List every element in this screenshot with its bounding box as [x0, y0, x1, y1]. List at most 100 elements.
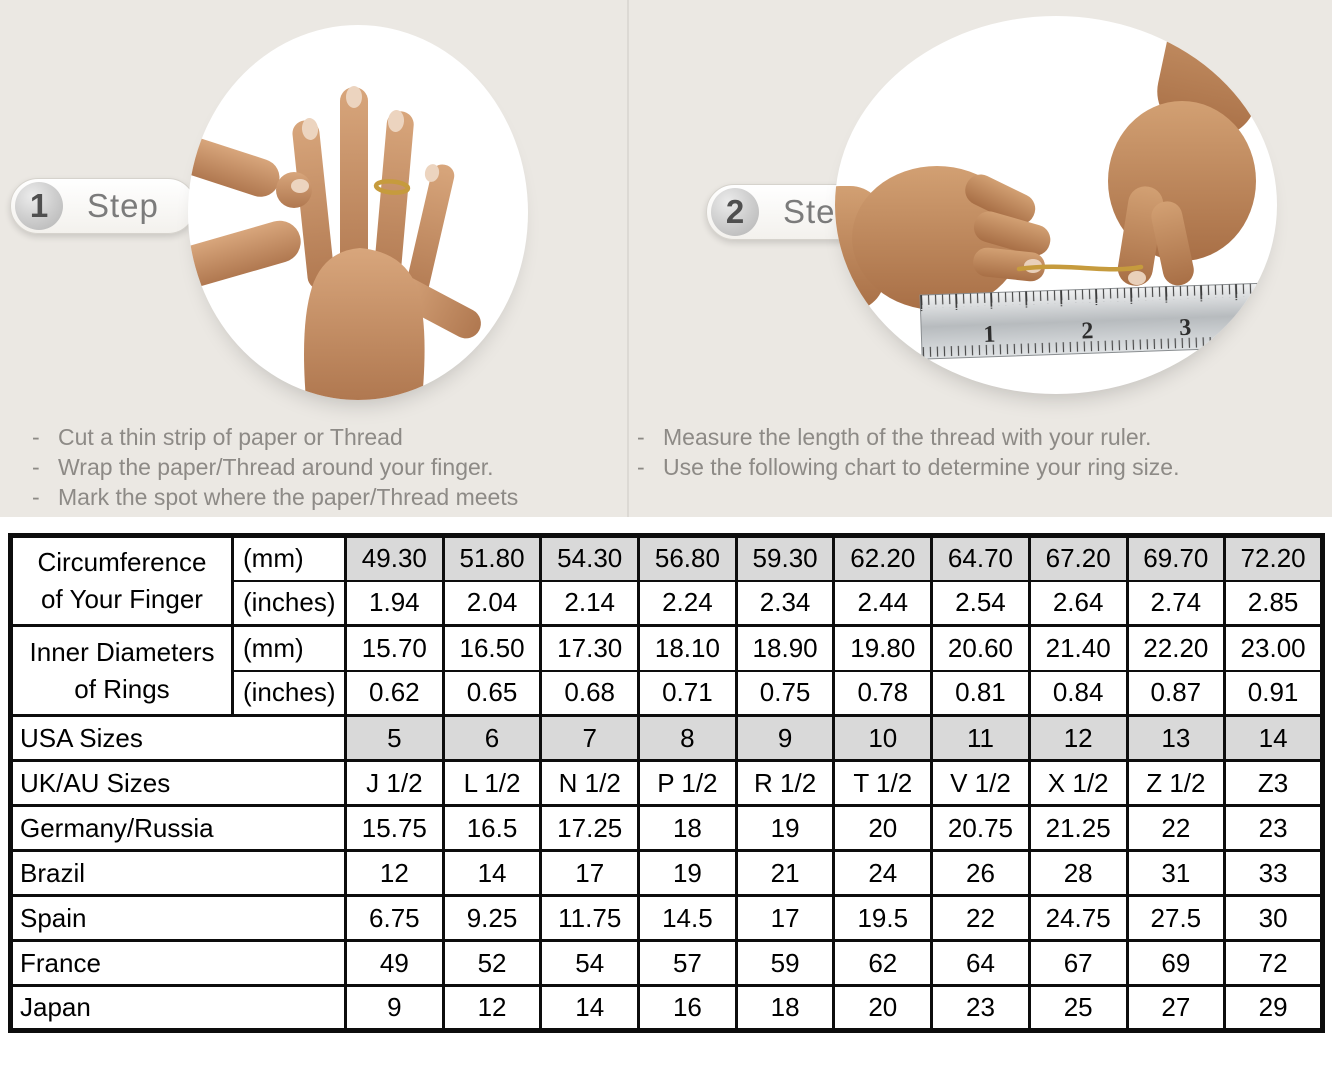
table-cell: 24	[832, 849, 934, 897]
row-group-label: Circumference of Your Finger	[9, 534, 234, 627]
table-cell: 22	[1125, 804, 1227, 852]
table-cell: 12	[344, 849, 445, 897]
table-cell: 20	[832, 984, 934, 1032]
table-row: Japan 9 12 14 16 18 20 23 25 27 29	[9, 984, 1324, 1032]
table-cell: 54.30	[539, 534, 641, 582]
instruction-text: Measure the length of the thread with yo…	[663, 424, 1152, 450]
table-cell: 16.50	[441, 624, 543, 672]
table-cell: 14	[539, 984, 641, 1032]
table-cell: 6	[441, 714, 543, 762]
ruler-number: 3	[1179, 315, 1192, 341]
bullet-dash: -	[637, 454, 645, 480]
instruction-item: - Cut a thin strip of paper or Thread	[32, 422, 518, 452]
instruction-item: - Wrap the paper/Thread around your finge…	[32, 452, 518, 482]
table-cell: 31	[1125, 849, 1227, 897]
table-cell: 2.04	[441, 579, 543, 627]
left-hand	[835, 166, 1051, 311]
table-cell: 21.25	[1027, 804, 1129, 852]
table-cell: 0.71	[637, 669, 738, 717]
row-label: Japan	[9, 984, 347, 1032]
table-cell: 18	[734, 984, 836, 1032]
ring-icon	[373, 179, 411, 195]
instruction-text: Wrap the paper/Thread around your finger…	[58, 454, 494, 480]
table-cell: 49	[344, 939, 445, 987]
table-cell: 72	[1223, 939, 1324, 987]
table-cell: 69	[1125, 939, 1227, 987]
right-hand	[1108, 16, 1273, 286]
table-cell: 15.75	[344, 804, 445, 852]
unit-label: (inches)	[231, 669, 347, 717]
table-cell: 17.30	[539, 624, 641, 672]
ring-size-table-body: Circumference of Your Finger (mm) 49.30 51.8…	[9, 534, 1324, 1032]
table-cell: 20	[832, 804, 934, 852]
table-cell: 24.75	[1027, 894, 1129, 942]
table-row: Brazil 12 14 17 19 21 24 26 28 31 33	[9, 849, 1324, 897]
table-row: Inner Diameters of Rings (mm) 15.70 16.50 17.…	[9, 624, 1324, 717]
table-cell: 0.75	[734, 669, 836, 717]
table-cell: 64	[930, 939, 1031, 987]
table-cell: 17	[539, 849, 641, 897]
ring-size-table: Circumference of Your Finger (mm) 49.30 51.8…	[8, 533, 1325, 1033]
table-cell: 56.80	[637, 534, 738, 582]
table-cell: 9.25	[441, 894, 543, 942]
table-cell: 19.5	[832, 894, 934, 942]
step-2-panel: 1 2 3 2 Step - Measure the length of the …	[629, 0, 1330, 517]
pointing-hand	[188, 127, 312, 294]
row-label: Spain	[9, 894, 347, 942]
bullet-dash: -	[637, 424, 645, 450]
table-cell: Z 1/2	[1125, 759, 1227, 807]
table-cell: 21	[734, 849, 836, 897]
table-cell: 0.87	[1125, 669, 1227, 717]
table-cell: 20.60	[930, 624, 1031, 672]
row-label: UK/AU Sizes	[9, 759, 347, 807]
row-label: Germany/Russia	[9, 804, 347, 852]
table-cell: 28	[1027, 849, 1129, 897]
table-cell: 54	[539, 939, 641, 987]
step-number: 2	[725, 193, 745, 230]
row-label: Brazil	[9, 849, 347, 897]
table-cell: 59	[734, 939, 836, 987]
table-cell: 59.30	[734, 534, 836, 582]
table-cell: 2.14	[539, 579, 641, 627]
table-cell: 67.20	[1027, 534, 1129, 582]
table-row: Circumference of Your Finger (mm) 49.30 51.8…	[9, 534, 1324, 627]
row-label: USA Sizes	[9, 714, 347, 762]
unit-label: (inches)	[231, 579, 347, 627]
table-cell: 2.34	[734, 579, 836, 627]
table-cell: 10	[832, 714, 934, 762]
table-cell: 22	[930, 894, 1031, 942]
table-cell: 8	[637, 714, 738, 762]
table-row: UK/AU Sizes J 1/2 L 1/2 N 1/2 P 1/2 R 1/2 T 1/…	[9, 759, 1324, 807]
table-cell: 2.64	[1027, 579, 1129, 627]
table-cell: J 1/2	[344, 759, 445, 807]
table-cell: 23	[930, 984, 1031, 1032]
table-cell: 12	[1027, 714, 1129, 762]
table-cell: 18.90	[734, 624, 836, 672]
table-cell: 0.78	[832, 669, 934, 717]
table-cell: 12	[441, 984, 543, 1032]
table-cell: L 1/2	[441, 759, 543, 807]
table-row: Germany/Russia 15.75 16.5 17.25 18 19 20 20.75 2…	[9, 804, 1324, 852]
table-cell: 19.80	[832, 624, 934, 672]
table-cell: 21.40	[1027, 624, 1129, 672]
table-cell: 49.30	[344, 534, 445, 582]
table-cell: 69.70	[1125, 534, 1227, 582]
hands-measuring-thread-illustration: 1 2 3	[835, 16, 1275, 360]
table-cell: N 1/2	[539, 759, 641, 807]
thread-line	[1016, 264, 1144, 272]
table-row: USA Sizes 5 6 7 8 9 10 11 12 13 14	[9, 714, 1324, 762]
table-cell: 0.68	[539, 669, 641, 717]
table-cell: 62.20	[832, 534, 934, 582]
table-cell: 2.54	[930, 579, 1031, 627]
instruction-panels: 1 Step - Cut a thin strip of paper or Thr…	[0, 0, 1332, 517]
instruction-text: Cut a thin strip of paper or Thread	[58, 424, 403, 450]
table-cell: 9	[344, 984, 445, 1032]
instruction-item: - Use the following chart to determine yo…	[637, 452, 1179, 482]
ruler-graphic: 1 2 3	[919, 282, 1275, 360]
bullet-dash: -	[32, 424, 40, 450]
instruction-list: - Cut a thin strip of paper or Thread - Wra…	[32, 422, 518, 512]
table-cell: 27	[1125, 984, 1227, 1032]
table-cell: 1.94	[344, 579, 445, 627]
table-cell: 11.75	[539, 894, 641, 942]
table-cell: 23	[1223, 804, 1324, 852]
